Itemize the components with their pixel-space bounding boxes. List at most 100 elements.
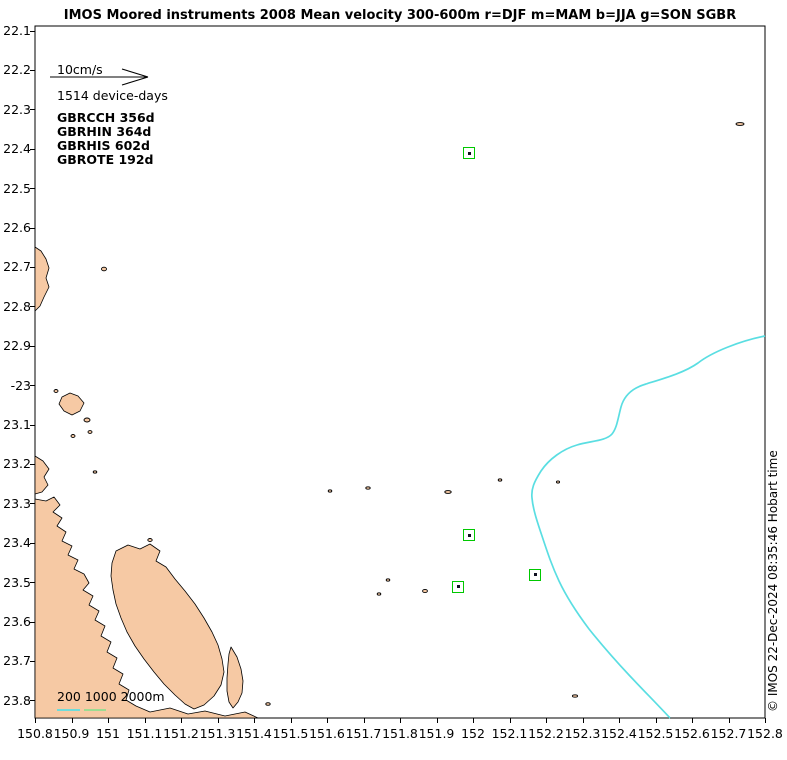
x-tick-mark <box>619 718 620 723</box>
x-tick-mark <box>655 718 657 723</box>
x-tick-label: 150.9 <box>53 726 90 741</box>
x-tick-mark <box>35 718 36 723</box>
x-tick-mark <box>254 718 255 723</box>
facing-island <box>226 646 244 709</box>
y-tick-mark <box>30 227 35 229</box>
x-tick-label: 151.7 <box>345 726 382 741</box>
y-tick-mark <box>30 385 35 387</box>
mooring-marker-gbrcch <box>463 147 476 160</box>
mooring-velocity-vector <box>467 533 471 537</box>
y-tick-label: 22.1 <box>3 23 31 38</box>
islet <box>735 122 745 126</box>
islet <box>53 389 59 393</box>
x-tick-mark <box>144 718 146 723</box>
y-tick-mark <box>30 463 35 465</box>
x-tick-label: 151 <box>96 726 120 741</box>
shelf-contour <box>530 335 766 719</box>
islet <box>83 417 91 423</box>
y-tick-mark <box>30 542 35 544</box>
y-tick-label: -23 <box>10 377 31 393</box>
islet <box>70 434 76 438</box>
x-tick-mark <box>692 718 693 723</box>
x-tick-mark <box>217 718 219 723</box>
velocity-scale-label: 10cm/s <box>57 62 103 77</box>
y-tick-label: 23.4 <box>3 535 31 551</box>
x-tick-label: 152.8 <box>747 726 783 741</box>
x-tick-label: 152.2 <box>528 726 564 741</box>
y-tick-label: 22.2 <box>3 62 31 78</box>
x-tick-label: 152.3 <box>564 726 601 741</box>
mooring-marker-gbrhin <box>463 529 476 542</box>
device-days-total: 1514 device-days <box>57 88 168 103</box>
mooring-velocity-vector <box>533 573 537 577</box>
x-tick-label: 151.6 <box>309 726 345 741</box>
x-tick-mark <box>108 718 109 723</box>
station-label-gbrote: GBROTE 192d <box>57 152 154 167</box>
station-label-gbrhis: GBRHIS 602d <box>57 138 150 153</box>
y-tick-label: 22.9 <box>3 338 31 354</box>
islet <box>265 702 271 706</box>
x-tick-label: 151.3 <box>199 726 236 741</box>
islet <box>365 486 371 490</box>
islets <box>53 122 745 706</box>
x-tick-label: 151.5 <box>272 726 309 741</box>
x-tick-mark <box>765 718 766 723</box>
depth-contour-legend-label: 200 1000 2000m <box>57 689 165 704</box>
x-tick-mark <box>546 718 547 723</box>
mooring-marker-gbrhis <box>452 580 465 593</box>
x-tick-label: 151.9 <box>418 726 455 741</box>
x-tick-mark <box>327 718 328 723</box>
islet <box>422 588 428 594</box>
x-tick-mark <box>71 718 73 723</box>
islet <box>327 489 333 493</box>
islet <box>555 480 561 484</box>
x-tick-mark <box>728 718 730 723</box>
x-tick-label: 150.8 <box>17 726 53 741</box>
mooring-marker-gbrote <box>529 568 542 581</box>
x-tick-mark <box>509 718 511 723</box>
y-tick-mark <box>30 306 35 308</box>
station-label-gbrcch: GBRCCH 356d <box>57 110 155 125</box>
y-tick-mark <box>30 582 35 584</box>
x-tick-mark <box>436 718 438 723</box>
y-tick-label: 22.5 <box>3 180 31 196</box>
mooring-velocity-vector <box>467 151 471 155</box>
y-tick-label: 23.7 <box>3 653 31 669</box>
islet <box>376 592 382 596</box>
scale-arrow <box>50 68 149 86</box>
islet <box>571 694 579 698</box>
x-tick-mark <box>473 718 474 723</box>
x-tick-label: 151.1 <box>126 726 163 741</box>
y-tick-mark <box>30 109 35 111</box>
y-tick-label: 23.6 <box>3 614 31 629</box>
y-tick-label: 22.7 <box>3 259 31 275</box>
islet <box>147 538 153 542</box>
x-tick-mark <box>582 718 584 723</box>
y-tick-mark <box>30 621 35 623</box>
x-tick-label: 152.5 <box>637 726 674 741</box>
islet <box>385 578 391 582</box>
y-tick-mark <box>30 69 35 71</box>
station-label-gbrhin: GBRHIN 364d <box>57 124 152 139</box>
coastline <box>34 246 259 719</box>
x-tick-label: 151.2 <box>163 726 199 741</box>
y-tick-mark <box>30 266 35 268</box>
coast-mainland <box>34 496 259 719</box>
islet <box>92 470 98 474</box>
plot-title: IMOS Moored instruments 2008 Mean veloci… <box>63 8 737 23</box>
copyright-text: © IMOS 22-Dec-2024 08:35:46 Hobart time <box>766 450 780 712</box>
x-tick-label: 151.4 <box>236 726 272 741</box>
islet <box>444 490 452 494</box>
y-tick-mark <box>30 503 35 505</box>
coast-headland <box>34 455 50 495</box>
x-tick-mark <box>181 718 182 723</box>
y-tick-label: 23.1 <box>3 417 31 432</box>
x-tick-mark <box>290 718 292 723</box>
y-tick-label: 22.3 <box>3 101 31 117</box>
coast-strip-north <box>34 246 50 312</box>
x-tick-mark <box>400 718 401 723</box>
x-tick-label: 151.8 <box>382 726 418 741</box>
y-tick-mark <box>30 700 35 702</box>
